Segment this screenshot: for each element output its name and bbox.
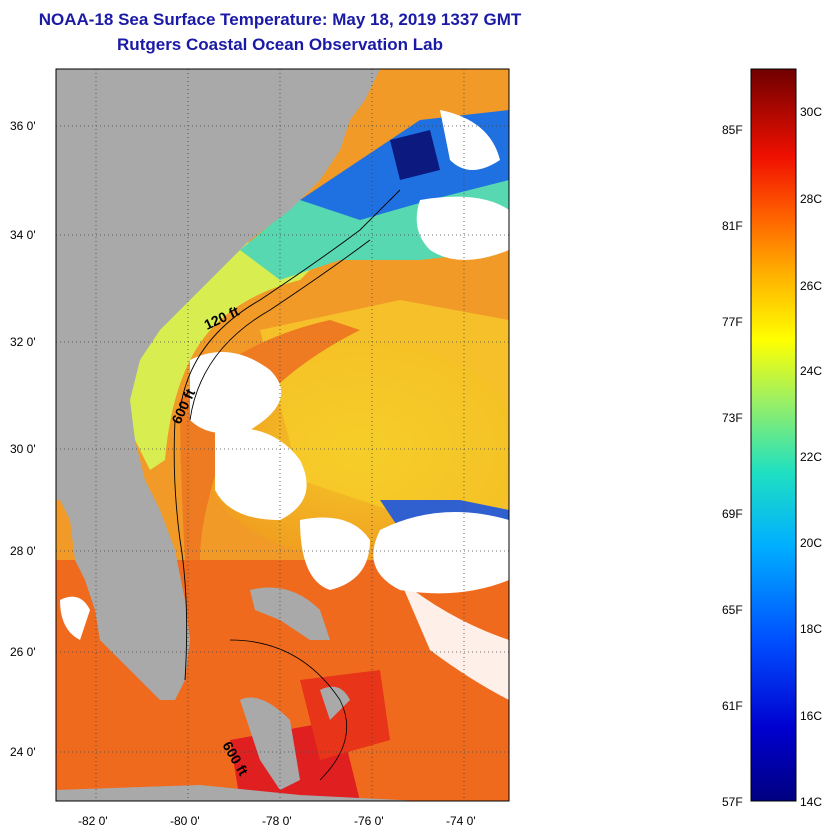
lon-label: -78 0' (262, 814, 292, 828)
temperature-colorbar (750, 68, 797, 802)
c-label: 20C (800, 536, 822, 550)
cloud (416, 196, 509, 260)
f-label: 77F (722, 315, 743, 329)
lat-label: 34 0' (10, 228, 36, 242)
f-label: 57F (722, 795, 743, 809)
lon-label: -74 0' (446, 814, 476, 828)
c-label: 28C (800, 192, 822, 206)
colorbar-celsius-labels: 30C 28C 26C 24C 22C 20C 18C 16C 14C (800, 105, 822, 809)
c-label: 18C (800, 622, 822, 636)
bahamas-island (320, 686, 350, 720)
c-label: 22C (800, 450, 822, 464)
lat-label: 32 0' (10, 335, 36, 349)
cloud (400, 580, 509, 700)
sst-map (56, 69, 509, 801)
lon-label: -82 0' (78, 814, 108, 828)
yellow-water (260, 300, 509, 520)
andros-island (240, 697, 300, 790)
f-label: 65F (722, 603, 743, 617)
map-frame (55, 68, 510, 802)
isobath-bahamas (229, 639, 347, 781)
colorbar-fahrenheit-labels: 85F 81F 77F 73F 69F 65F 61F 57F (722, 123, 743, 809)
lon-label: -76 0' (354, 814, 384, 828)
c-label: 14C (800, 795, 822, 809)
map-subtitle: Rutgers Coastal Ocean Observation Lab (117, 35, 443, 54)
lon-label: -80 0' (170, 814, 200, 828)
c-label: 16C (800, 709, 822, 723)
cloud (373, 512, 509, 594)
grand-bahama (250, 587, 330, 640)
cloud (300, 517, 370, 590)
f-label: 69F (722, 507, 743, 521)
f-label: 85F (722, 123, 743, 137)
cloud (440, 110, 500, 170)
lat-label: 24 0' (10, 745, 36, 759)
c-label: 30C (800, 105, 822, 119)
land-mass (56, 69, 380, 700)
f-label: 73F (722, 411, 743, 425)
coldest-water (390, 130, 440, 180)
lat-label: 36 0' (10, 119, 36, 133)
isobath-florida (173, 419, 188, 681)
cloud (60, 596, 90, 640)
cloud (190, 352, 282, 434)
longitude-axis: -82 0' -80 0' -78 0' -76 0' -74 0' (78, 814, 476, 828)
lat-label: 26 0' (10, 645, 36, 659)
map-title: NOAA-18 Sea Surface Temperature: May 18,… (38, 10, 522, 29)
c-label: 26C (800, 279, 822, 293)
lat-label: 28 0' (10, 544, 36, 558)
isobath-120ft (179, 189, 401, 411)
cuba (56, 785, 420, 801)
c-label: 24C (800, 364, 822, 378)
f-label: 81F (722, 219, 743, 233)
latitude-axis: 36 0' 34 0' 32 0' 30 0' 28 0' 26 0' 24 0… (10, 119, 36, 759)
cloud (215, 428, 307, 520)
f-label: 61F (722, 699, 743, 713)
isobath-600ft (189, 239, 371, 421)
lat-label: 30 0' (10, 442, 36, 456)
